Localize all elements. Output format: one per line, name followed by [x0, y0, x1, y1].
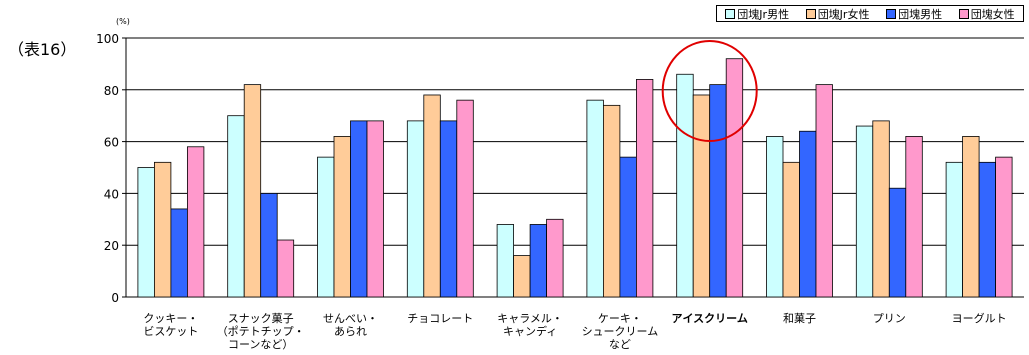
- bar-c9-s3: [995, 156, 1013, 298]
- category-label-4-1: キャンディ: [503, 324, 557, 338]
- bar-c5-s2: [619, 156, 637, 298]
- y-tick-label-100: 100: [96, 32, 119, 46]
- category-label-3-0: チョコレート: [407, 312, 473, 325]
- y-axis-unit: (%): [116, 17, 130, 26]
- category-label-2-0: せんべい・: [323, 312, 378, 325]
- bar-c2-s2: [350, 120, 368, 298]
- bar-c0-s1: [153, 161, 172, 298]
- bar-c2-s0: [317, 156, 335, 298]
- bar-c3-s3: [456, 99, 474, 298]
- bar-c1-s2: [260, 192, 278, 298]
- legend-label-dankai-jr-female: 団塊Jr女性: [817, 7, 870, 21]
- bar-c0-s3: [186, 146, 205, 298]
- legend-label-dankai-female: 団塊女性: [970, 7, 1015, 21]
- highlight-circle: [661, 40, 758, 142]
- category-label-1-0: スナック菓子: [228, 312, 294, 325]
- bar-c7-s0: [766, 136, 784, 298]
- legend-swatch-dankai-jr-female: [805, 8, 816, 19]
- category-label-5-1: シュークリーム: [582, 325, 659, 338]
- bar-c9-s2: [978, 161, 996, 298]
- legend-swatch-dankai-female: [958, 8, 969, 19]
- y-tick-label-80: 80: [104, 84, 119, 98]
- category-label-2-1: あられ: [334, 325, 367, 338]
- bar-c5-s3: [636, 79, 654, 298]
- legend-item-dankai-jr-female: 団塊Jr女性: [805, 6, 870, 22]
- bar-c6-s3: [725, 58, 744, 298]
- bar-c6-s0: [676, 73, 694, 298]
- legend-item-dankai-jr-male: 団塊Jr男性: [725, 6, 789, 22]
- category-label-0-0: クッキー・: [143, 312, 198, 325]
- legend-label-dankai-jr-male: 団塊Jr男性: [737, 7, 790, 21]
- bar-c8-s0: [855, 125, 874, 298]
- bar-c8-s3: [905, 136, 923, 298]
- y-tick-label-60: 60: [104, 136, 119, 150]
- legend-label-dankai-male: 団塊男性: [898, 7, 943, 21]
- bar-c4-s1: [513, 255, 531, 298]
- bar-c1-s0: [227, 115, 245, 298]
- bar-c8-s2: [888, 187, 907, 298]
- bar-c4-s3: [546, 218, 564, 298]
- y-tick-label-20: 20: [104, 239, 119, 253]
- category-label-7-0: 和菓子: [783, 312, 816, 325]
- category-label-1-1: （ポテトチップ・: [217, 325, 305, 338]
- bar-c2-s3: [366, 120, 384, 298]
- category-label-8-0: プリン: [873, 312, 906, 325]
- bar-c0-s0: [137, 167, 155, 298]
- bar-c6-s2: [709, 84, 727, 298]
- bar-c5-s1: [603, 104, 621, 298]
- y-tick-label-40: 40: [104, 187, 119, 201]
- legend-item-dankai-female: 団塊女性: [958, 6, 1015, 22]
- bar-c3-s1: [423, 94, 441, 298]
- legend-swatch-dankai-jr-male: [725, 8, 736, 19]
- bar-c7-s1: [782, 161, 800, 298]
- bar-c7-s2: [799, 130, 817, 298]
- bar-c1-s3: [276, 239, 295, 298]
- category-label-5-2: など: [609, 338, 631, 351]
- legend-item-dankai-male: 団塊男性: [886, 6, 942, 22]
- category-label-0-1: ビスケット: [143, 325, 198, 338]
- category-label-1-2: コーンなど）: [228, 338, 293, 351]
- bar-c4-s2: [529, 224, 547, 298]
- category-label-9-0: ヨーグルト: [952, 311, 1007, 325]
- category-label-6-0: アイスクリーム: [672, 312, 748, 325]
- legend: 団塊Jr男性 団塊Jr女性 団塊男性 団塊女性: [716, 5, 1024, 22]
- bar-c1-s1: [243, 84, 262, 298]
- bar-c9-s0: [945, 161, 963, 298]
- bar-c6-s1: [692, 94, 711, 298]
- category-label-4-0: キャラメル・: [497, 312, 563, 325]
- figure-label: （表16）: [8, 40, 77, 59]
- bar-c3-s0: [406, 120, 425, 298]
- bar-c4-s0: [496, 224, 515, 298]
- bar-c3-s2: [439, 120, 458, 298]
- y-tick-label-0: 0: [111, 291, 119, 305]
- bar-c9-s1: [962, 136, 980, 298]
- bar-c5-s0: [586, 99, 604, 298]
- bar-c7-s3: [815, 84, 833, 298]
- category-label-5-0: ケーキ・: [598, 312, 642, 325]
- bar-c8-s1: [872, 120, 890, 298]
- bar-c0-s2: [170, 208, 188, 298]
- legend-swatch-dankai-male: [886, 8, 897, 19]
- bar-c2-s1: [333, 136, 351, 298]
